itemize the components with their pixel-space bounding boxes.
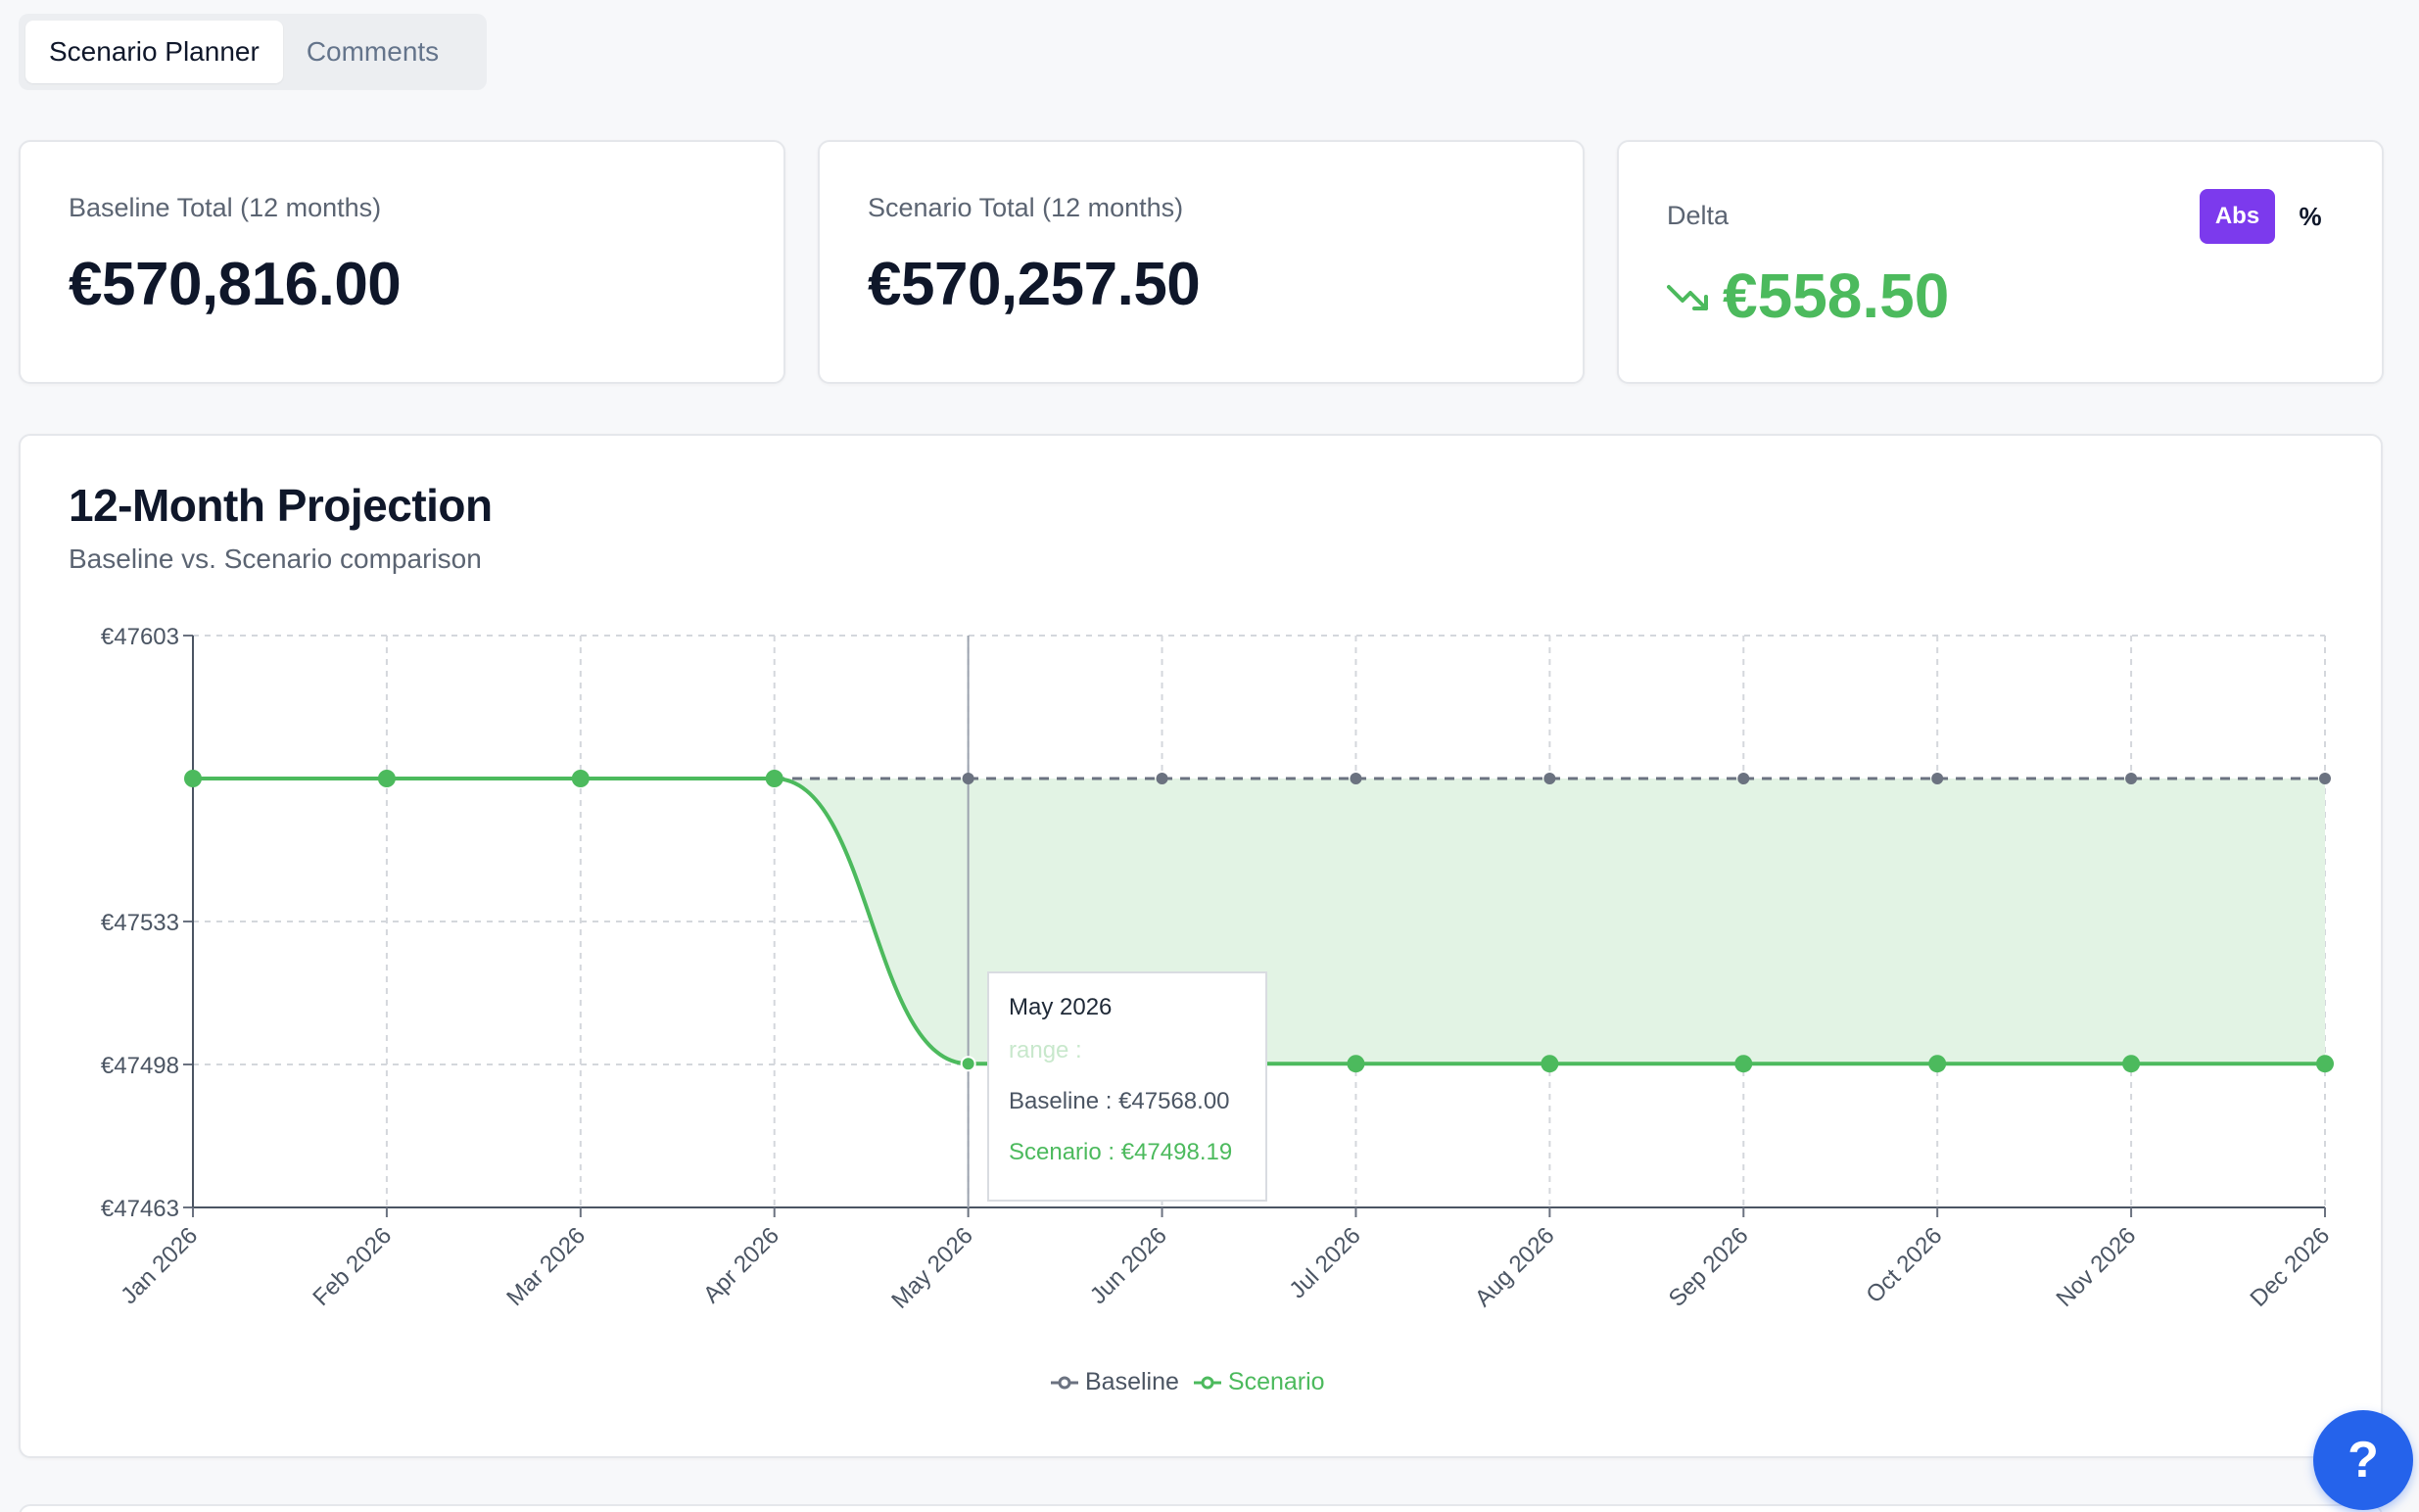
scenario-point (765, 770, 783, 787)
x-tick-label: Sep 2026 (1664, 1222, 1754, 1312)
x-tick-label: Oct 2026 (1861, 1222, 1947, 1308)
x-tick-label: Dec 2026 (2245, 1222, 2335, 1312)
tab-comments[interactable]: Comments (306, 36, 440, 67)
y-tick-label: €47498 (101, 1053, 179, 1079)
chart-legend: Baseline Scenario (1050, 1368, 1325, 1396)
x-tick-label: Jun 2026 (1085, 1222, 1172, 1309)
tooltip-baseline: Baseline : €47568.00 (1009, 1088, 1230, 1114)
range-area (193, 779, 2325, 1064)
scenario-total-label: Scenario Total (12 months) (868, 193, 1184, 222)
tab-scenario-planner[interactable]: Scenario Planner (25, 21, 283, 83)
scenario-point (571, 770, 590, 787)
baseline-total-label: Baseline Total (12 months) (69, 193, 382, 222)
x-tick-label: May 2026 (886, 1222, 978, 1314)
legend-baseline-label: Baseline (1085, 1368, 1179, 1395)
x-tick-label: Aug 2026 (1470, 1222, 1560, 1312)
y-tick-label: €47533 (101, 910, 179, 936)
x-tick-label: Nov 2026 (2052, 1222, 2142, 1312)
legend-baseline-marker-icon (1051, 1376, 1078, 1389)
abs-toggle-button[interactable]: Abs (2200, 189, 2275, 244)
chart-tooltip: May 2026 range : Baseline : €47568.00 Sc… (987, 971, 1267, 1202)
delta-label: Delta (1667, 201, 1730, 230)
legend-item-scenario[interactable]: Scenario (1193, 1368, 1325, 1396)
baseline-point (2125, 773, 2138, 784)
help-button[interactable]: ? (2313, 1410, 2413, 1510)
y-tick-label: €47463 (101, 1196, 179, 1222)
scenario-point (2122, 1055, 2141, 1073)
baseline-point (1931, 773, 1944, 784)
x-tick-label: Apr 2026 (698, 1222, 784, 1308)
legend-scenario-label: Scenario (1227, 1368, 1325, 1395)
percent-toggle-button[interactable]: % (2299, 201, 2322, 231)
x-tick-label: Jan 2026 (116, 1222, 203, 1309)
baseline-point (962, 773, 974, 784)
tooltip-scenario: Scenario : €47498.19 (1009, 1139, 1233, 1165)
scenario-point (960, 1056, 976, 1072)
next-section-card (19, 1504, 2383, 1512)
baseline-point (1156, 773, 1168, 784)
scenario-total-value: €570,257.50 (868, 251, 1201, 318)
delta-card: Delta Abs % €558.50 (1617, 140, 2384, 384)
x-tick-label: Jul 2026 (1284, 1222, 1365, 1303)
baseline-point (2319, 773, 2331, 784)
baseline-point (1737, 773, 1750, 784)
chart-subtitle: Baseline vs. Scenario comparison (69, 543, 482, 574)
scenario-total-card: Scenario Total (12 months) €570,257.50 (818, 140, 1585, 384)
baseline-point (1543, 773, 1556, 784)
baseline-total-value: €570,816.00 (69, 251, 402, 318)
view-tabs: Scenario Planner Comments (19, 14, 487, 90)
scenario-point (1734, 1055, 1753, 1073)
scenario-point (1347, 1055, 1365, 1073)
tooltip-title: May 2026 (1009, 994, 1113, 1020)
scenario-point (1541, 1055, 1559, 1073)
scenario-point (377, 770, 396, 787)
scenario-point (184, 770, 202, 787)
scenario-point (1928, 1055, 1947, 1073)
baseline-total-card: Baseline Total (12 months) €570,816.00 (19, 140, 785, 384)
baseline-point (1350, 773, 1362, 784)
legend-item-baseline[interactable]: Baseline (1050, 1368, 1179, 1396)
x-tick-label: Mar 2026 (501, 1222, 591, 1311)
y-tick-label: €47603 (101, 624, 179, 650)
legend-scenario-marker-icon (1193, 1376, 1221, 1389)
trending-down-icon (1667, 285, 1708, 310)
chart-title: 12-Month Projection (69, 480, 493, 531)
scenario-point (2316, 1055, 2334, 1073)
tooltip-range: range : (1009, 1037, 1082, 1063)
x-tick-label: Feb 2026 (308, 1222, 397, 1311)
delta-value: €558.50 (1723, 260, 1950, 331)
